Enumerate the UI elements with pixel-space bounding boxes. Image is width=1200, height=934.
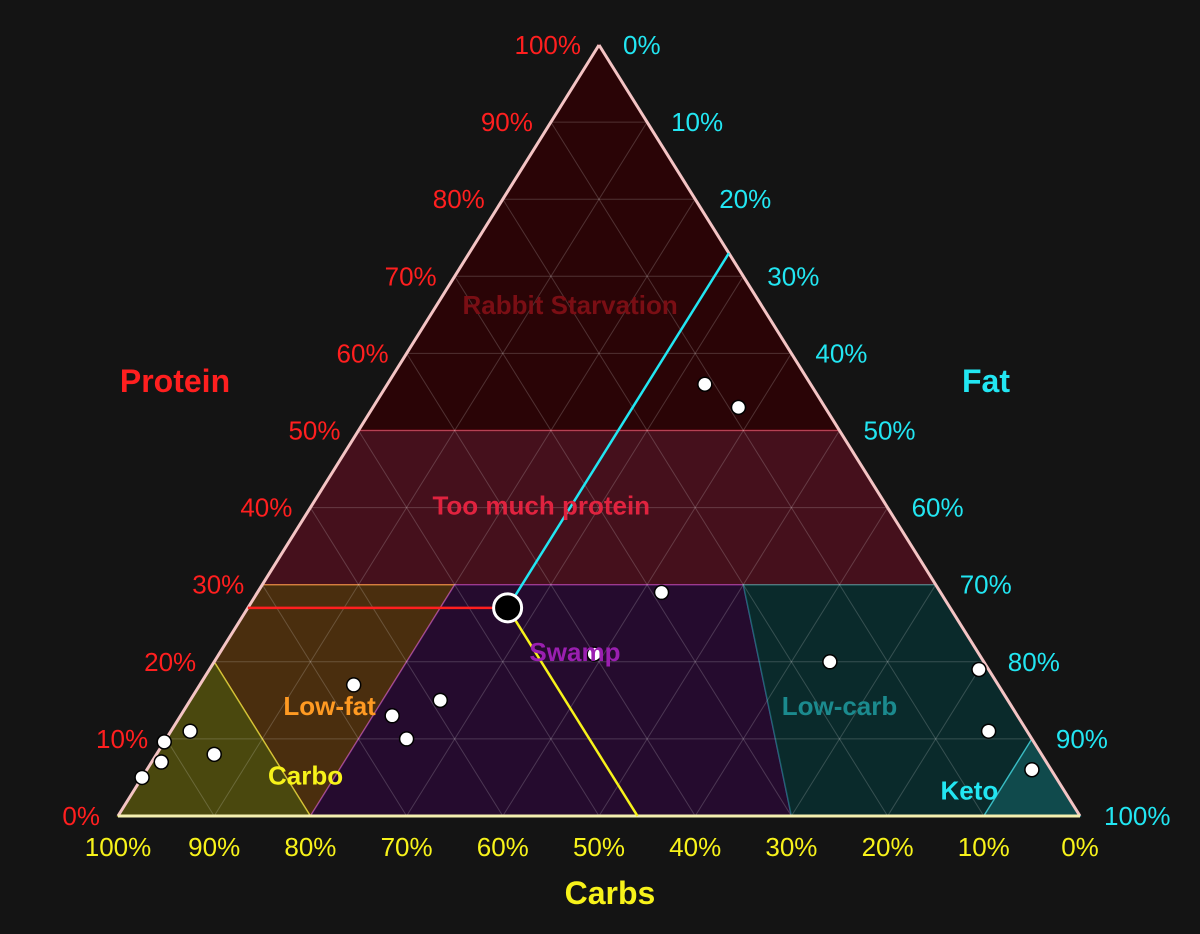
fat-tick-label: 70%: [960, 570, 1012, 600]
data-point: [432, 692, 449, 709]
data-point: [971, 661, 987, 678]
protein-tick-label: 0%: [62, 801, 100, 831]
data-point: [156, 734, 172, 750]
region-label: Keto: [940, 776, 998, 806]
data-point: [653, 584, 670, 601]
regions-layer: [116, 43, 1082, 818]
data-point: [586, 646, 602, 662]
data-point: [697, 376, 713, 392]
grid-line-carbs: [454, 276, 792, 817]
protein-tick-label: 30%: [192, 570, 244, 600]
fat-axis-title: Fat: [962, 363, 1010, 399]
fat-tick-label: 80%: [1008, 647, 1060, 677]
highlight-guides: [247, 252, 730, 817]
grid-line-fat: [406, 276, 744, 817]
data-point: [980, 723, 997, 739]
grid-line-fat: [694, 507, 889, 817]
grid-line-carbs: [502, 198, 889, 817]
protein-axis-title: Protein: [120, 363, 230, 399]
carbs-axis-title: Carbs: [565, 875, 656, 911]
grid-line-fat: [309, 198, 696, 817]
carbs-tick-label: 0%: [1061, 832, 1099, 862]
data-point: [730, 399, 747, 416]
protein-tick-label: 70%: [385, 261, 437, 291]
fat-tick-label: 60%: [912, 493, 964, 523]
grid-line-fat: [790, 584, 937, 817]
protein-tick-label: 50%: [288, 416, 340, 446]
fat-tick-label: 0%: [623, 30, 661, 60]
data-point: [1024, 761, 1040, 778]
frame-left-edge: [116, 44, 601, 817]
fat-tick-label: 100%: [1104, 801, 1171, 831]
carbs-tick-label: 70%: [381, 832, 433, 862]
grid-line-fat: [887, 661, 985, 817]
protein-tick-label: 90%: [481, 107, 533, 137]
grid-line-fat: [598, 430, 840, 817]
points-layer: [134, 376, 1040, 786]
protein-tick-label: 10%: [96, 724, 148, 754]
data-point: [134, 769, 150, 786]
region-label: Low-carb: [782, 691, 898, 721]
region-label: Rabbit Starvation: [463, 290, 678, 320]
protein-tick-label: 20%: [144, 647, 196, 677]
fat-tick-label: 40%: [815, 338, 867, 368]
grid-layer: [165, 121, 1033, 817]
protein-tick-label: 100%: [515, 30, 582, 60]
protein-tick-label: 40%: [240, 493, 292, 523]
grid-line-carbs: [550, 121, 985, 817]
data-point: [345, 677, 362, 693]
carbs-tick-label: 50%: [573, 832, 625, 862]
grid-line-fat: [213, 121, 648, 817]
labels-layer: Rabbit Starvation Too much protein Low-fat…: [62, 30, 1170, 911]
data-point: [206, 746, 222, 763]
fat-tick-label: 30%: [767, 261, 819, 291]
data-point: [822, 654, 838, 670]
grid-line-carbs: [309, 507, 504, 817]
grid-line-carbs: [406, 353, 696, 817]
carbs-guide-line: [506, 607, 639, 817]
region-rabbit-starvation: [357, 43, 841, 432]
grid-line-carbs: [261, 584, 408, 817]
carbs-tick-label: 30%: [765, 832, 817, 862]
grid-line-fat: [502, 353, 792, 817]
carbs-tick-label: 60%: [477, 832, 529, 862]
carbs-tick-label: 100%: [85, 832, 152, 862]
data-point: [182, 723, 198, 739]
grid-line-carbs: [213, 661, 311, 817]
carbs-tick-label: 90%: [188, 832, 240, 862]
carbs-tick-label: 80%: [284, 832, 336, 862]
region-label: Carbo: [268, 760, 343, 790]
frame-right-edge: [597, 44, 1082, 817]
data-point: [384, 708, 400, 724]
protein-tick-label: 60%: [337, 338, 389, 368]
fat-tick-label: 10%: [671, 107, 723, 137]
grid-line-carbs: [358, 430, 600, 817]
fat-tick-label: 50%: [864, 416, 916, 446]
data-point: [153, 754, 170, 770]
carbs-tick-label: 20%: [862, 832, 914, 862]
protein-tick-label: 80%: [433, 184, 485, 214]
data-point: [398, 731, 415, 747]
region-label: Swamp: [529, 637, 620, 667]
region-label: Low-fat: [283, 691, 376, 721]
region-label: Too much protein: [432, 490, 650, 520]
fat-tick-label: 90%: [1056, 724, 1108, 754]
carbs-tick-label: 40%: [669, 832, 721, 862]
carbs-tick-label: 10%: [958, 832, 1010, 862]
grid-line-carbs: [165, 738, 215, 817]
highlight-point: [492, 592, 524, 624]
triangle-frame: [116, 44, 1082, 818]
grid-line-fat: [983, 738, 1033, 817]
fat-tick-label: 20%: [719, 184, 771, 214]
fat-guide-line: [506, 252, 730, 609]
